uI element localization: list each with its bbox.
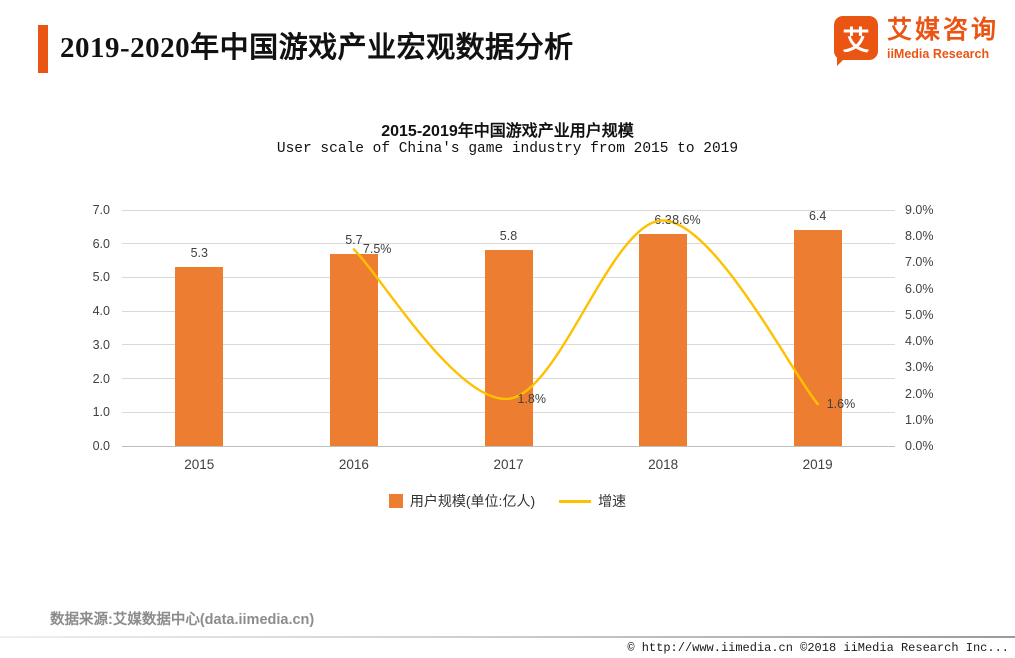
legend-item-bar: 用户规模(单位:亿人): [388, 491, 536, 511]
brand-name-en: iiMedia Research: [886, 46, 990, 61]
bar-value-label: 5.3: [190, 246, 208, 261]
growth-line: [352, 219, 819, 406]
grid-line: [122, 445, 895, 447]
y-axis-left-tick: 1.0: [92, 405, 110, 420]
bar: [639, 233, 688, 446]
x-axis-category-label: 2018: [648, 457, 679, 472]
page-title: 2019-2020年中国游戏产业宏观数据分析: [60, 32, 574, 64]
y-axis-right-tick: 2.0%: [905, 386, 934, 401]
bar-value-label: 6.4: [808, 209, 827, 224]
x-axis-category-label: 2017: [493, 457, 524, 472]
legend-bar-label: 用户规模(单位:亿人): [409, 493, 536, 509]
y-axis-right-tick: 8.0%: [905, 229, 934, 244]
y-axis-right-tick: 6.0%: [905, 281, 934, 296]
x-axis-category-label: 2016: [338, 457, 369, 472]
bar-value-label: 5.8: [499, 229, 518, 244]
chart-subtitle: User scale of China's game industry from…: [276, 141, 739, 157]
bar: [793, 230, 842, 446]
brand-name-cn: 艾媒咨询: [886, 16, 999, 44]
y-axis-right-tick: 3.0%: [905, 360, 934, 375]
y-axis-left-tick: 5.0: [92, 270, 110, 285]
y-axis-right-tick: 0.0%: [905, 439, 934, 453]
line-value-label: 1.8%: [517, 391, 547, 406]
y-axis-left-tick: 0.0: [92, 439, 110, 453]
brand-logo-icon: 艾: [833, 16, 878, 67]
y-axis-left-tick: 2.0: [92, 371, 110, 386]
brand-logo-text: 艾媒咨询 iiMedia Research: [887, 16, 999, 61]
legend-line-label: 增速: [598, 493, 627, 509]
x-axis-category-label: 2019: [802, 457, 833, 472]
y-axis-left-tick: 7.0: [92, 203, 110, 217]
bar: [484, 250, 533, 446]
line-value-label: 8.6%: [672, 213, 701, 228]
x-axis-category-label: 2015: [184, 457, 215, 472]
footer-text: © http://www.iimedia.cn ©2018 iiMedia Re…: [627, 641, 1009, 655]
bar-series-swatch: [388, 494, 403, 508]
line-value-label: 1.6%: [826, 397, 856, 412]
line-value-label: 7.5%: [362, 242, 392, 257]
data-source-note: 数据来源:艾媒数据中心(data.iimedia.cn): [50, 612, 315, 628]
y-axis-right-tick: 5.0%: [905, 307, 934, 322]
y-axis-right-tick: 1.0%: [905, 412, 934, 427]
y-axis-right-tick: 4.0%: [905, 334, 934, 349]
brand-logo-glyph: 艾: [842, 25, 870, 56]
line-series-swatch: [559, 499, 592, 503]
footer-divider: [0, 636, 1015, 638]
y-axis-left-tick: 3.0: [92, 337, 110, 352]
chart-legend: 用户规模(单位:亿人) 增速: [0, 491, 1015, 511]
bar: [175, 267, 224, 446]
legend-item-line: 增速: [559, 491, 626, 511]
chart-title: 2015-2019年中国游戏产业用户规模: [381, 123, 634, 140]
bar: [329, 253, 378, 446]
y-axis-left-tick: 6.0: [92, 236, 110, 251]
y-axis-left-tick: 4.0: [92, 304, 110, 319]
y-axis-right-tick: 9.0%: [905, 203, 934, 217]
brand-logo: 艾 艾媒咨询 iiMedia Research: [833, 16, 999, 67]
y-axis-right-tick: 7.0%: [905, 255, 934, 270]
title-accent-bar: [38, 25, 48, 73]
grid-line: [122, 209, 895, 211]
